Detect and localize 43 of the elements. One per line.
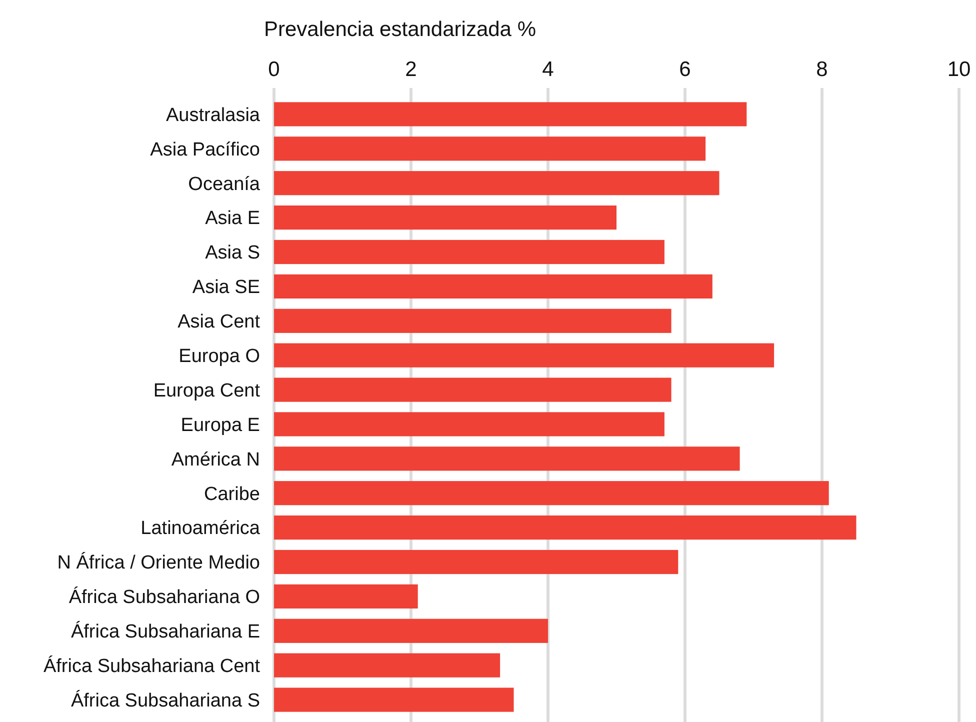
bar [274, 378, 672, 402]
y-tick-label: Asia SE [192, 277, 260, 298]
y-tick-label: África Subsahariana Cent [43, 654, 261, 677]
bar [274, 240, 664, 264]
bar [274, 102, 747, 126]
y-tick-label: Europa Cent [153, 380, 261, 402]
y-tick-label: Latinoamérica [140, 518, 260, 540]
y-tick-label: N África / Oriente Medio [57, 552, 260, 574]
bar [274, 343, 774, 368]
y-tick-label: Asia Cent [178, 312, 261, 333]
y-tick-label: Asia E [205, 208, 260, 230]
y-tick-label: África Subsahariana E [70, 620, 260, 643]
bar [274, 171, 720, 196]
bar [274, 688, 514, 712]
x-tick-label: 8 [816, 58, 828, 81]
bar [274, 308, 672, 333]
y-tick-label: Asia Pacífico [150, 139, 260, 160]
y-tick-label: Caribe [204, 484, 260, 505]
y-tick-label: África Subsahariana O [68, 586, 260, 608]
x-tick-label: 0 [268, 58, 280, 81]
bar [274, 481, 829, 506]
bar [274, 584, 418, 608]
y-tick-label: África Subsahariana S [70, 689, 260, 712]
bar [274, 446, 740, 471]
bar [274, 136, 706, 161]
bar [274, 516, 856, 540]
y-tick-label: América N [171, 449, 260, 470]
x-axis-title: Prevalencia estandarizada % [264, 18, 536, 41]
bar [274, 206, 616, 230]
x-tick-label: 6 [679, 58, 691, 81]
x-tick-label: 10 [947, 58, 971, 81]
y-tick-label: Europa O [178, 346, 260, 367]
bar [274, 274, 712, 298]
x-tick-label: 2 [405, 58, 417, 81]
bar [274, 412, 664, 436]
y-tick-label: Oceanía [188, 174, 260, 195]
bar [274, 618, 548, 643]
y-tick-label: Australasia [166, 104, 260, 126]
y-tick-label: Europa E [180, 414, 260, 436]
bar [274, 550, 678, 574]
x-tick-label: 4 [542, 58, 554, 81]
y-tick-label: Asia S [205, 242, 260, 264]
bar [274, 653, 500, 678]
